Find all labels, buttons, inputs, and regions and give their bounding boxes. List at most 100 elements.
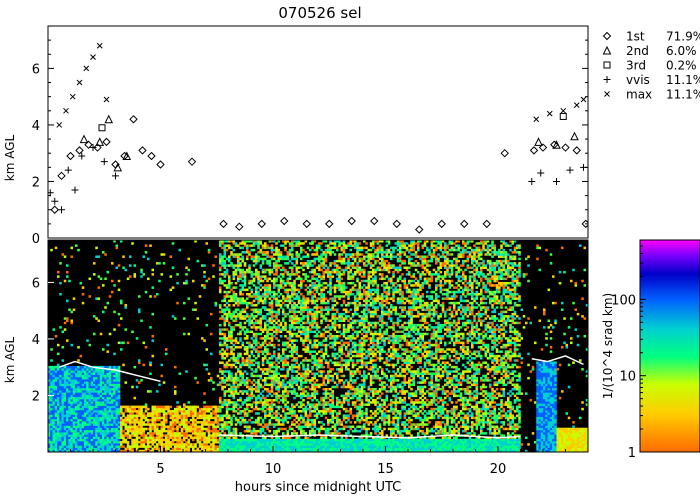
heatmap-cell [91,377,94,380]
heatmap-cell [163,381,166,384]
heatmap-cell [318,286,321,289]
heatmap-cell [199,441,202,444]
heatmap-cell [296,271,299,274]
heatmap-cell [86,375,89,378]
heatmap-cell [248,282,251,285]
heatmap-cell [273,443,276,446]
heatmap-cell [208,432,211,435]
point-vvis [112,172,119,179]
heatmap-cell [71,395,74,398]
heatmap-cell [80,386,83,389]
heatmap-cell [86,448,89,451]
heatmap-cell [320,275,323,278]
heatmap-cell [102,443,105,446]
heatmap-cell [59,397,62,400]
heatmap-cell [221,333,224,336]
heatmap-cell [82,448,85,451]
heatmap-cell [293,364,296,367]
heatmap-cell [77,386,80,389]
heatmap-cell [278,300,281,303]
heatmap-cell [68,410,71,413]
heatmap-cell [156,410,159,413]
heatmap-cell [95,448,98,451]
heatmap-cell [316,406,319,409]
heatmap-cell [224,322,227,325]
heatmap-cell [226,346,229,349]
heatmap-cell [300,403,303,406]
heatmap-cell [107,414,110,417]
heatmap-cell [244,370,247,373]
heatmap-cell [239,399,242,402]
heatmap-cell [86,421,89,424]
heatmap-cell [138,295,141,298]
heatmap-cell [53,406,56,409]
heatmap-cell [251,403,254,406]
heatmap-cell [246,439,249,442]
heatmap-cell [302,339,305,342]
heatmap-cell [158,414,161,417]
heatmap-cell [82,417,85,420]
heatmap-cell [59,434,62,437]
heatmap-cell [271,247,274,250]
heatmap-cell [183,417,186,420]
heatmap-cell [118,386,121,389]
heatmap-cell [104,386,107,389]
heatmap-cell [221,328,224,331]
heatmap-cell [278,264,281,267]
heatmap-cell [55,395,58,398]
heatmap-cell [152,335,155,338]
heatmap-cell [50,392,53,395]
heatmap-cell [230,366,233,369]
heatmap-cell [59,384,62,387]
heatmap-cell [109,399,112,402]
heatmap-cell [311,432,314,435]
heatmap-cell [165,406,168,409]
heatmap-cell [302,315,305,318]
heatmap-cell [242,269,245,272]
heatmap-cell [284,315,287,318]
heatmap-cell [219,331,222,334]
heatmap-cell [82,430,85,433]
heatmap-cell [122,441,125,444]
heatmap-cell [82,381,85,384]
heatmap-cell [257,381,260,384]
heatmap-cell [253,355,256,358]
heatmap-cell [309,322,312,325]
heatmap-cell [264,291,267,294]
heatmap-cell [316,317,319,320]
heatmap-cell [176,448,179,451]
heatmap-cell [174,448,177,451]
heatmap-cell [120,428,123,431]
heatmap-cell [280,278,283,281]
heatmap-cell [266,388,269,391]
heatmap-cell [264,445,267,448]
heatmap-cell [66,445,69,448]
heatmap-cell [64,388,67,391]
heatmap-cell [302,439,305,442]
heatmap-cell [219,353,222,356]
heatmap-cell [226,344,229,347]
heatmap-cell [55,417,58,420]
heatmap-cell [170,441,173,444]
heatmap-cell [104,388,107,391]
heatmap-cell [210,445,213,448]
heatmap-cell [244,302,247,305]
heatmap-cell [206,441,209,444]
heatmap-cell [228,401,231,404]
heatmap-cell [275,253,278,256]
heatmap-cell [266,289,269,292]
heatmap-cell [311,331,314,334]
heatmap-cell [212,426,215,429]
heatmap-cell [59,406,62,409]
heatmap-cell [257,326,260,329]
heatmap-cell [235,302,238,305]
heatmap-cell [102,430,105,433]
heatmap-cell [316,251,319,254]
heatmap-cell [73,397,76,400]
heatmap-cell [318,439,321,442]
heatmap-cell [140,271,143,274]
heatmap-cell [287,408,290,411]
heatmap-cell [50,403,53,406]
heatmap-cell [318,275,321,278]
heatmap-cell [77,439,80,442]
